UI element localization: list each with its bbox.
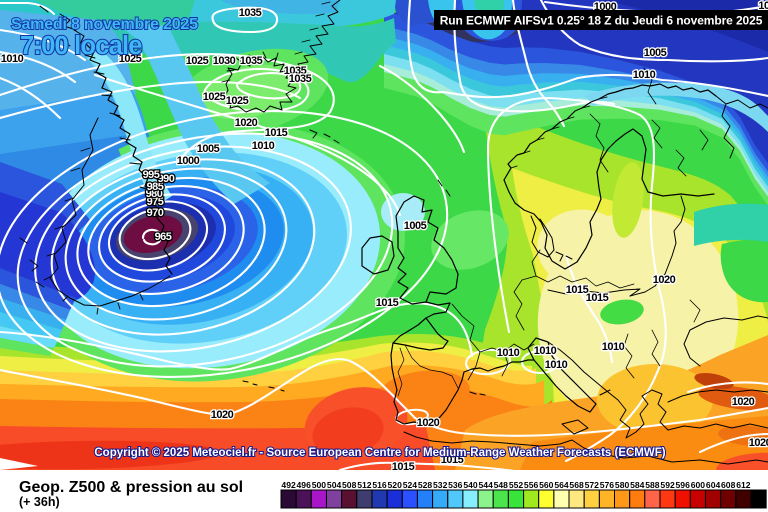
svg-text:544: 544 bbox=[479, 480, 494, 490]
svg-text:1010: 1010 bbox=[602, 341, 625, 353]
svg-text:1020: 1020 bbox=[235, 117, 258, 129]
svg-text:1015: 1015 bbox=[586, 292, 609, 304]
svg-text:Copyright © 2025 Meteociel.fr: Copyright © 2025 Meteociel.fr - Source E… bbox=[94, 447, 665, 459]
svg-text:588: 588 bbox=[645, 480, 660, 490]
svg-text:600: 600 bbox=[691, 480, 706, 490]
svg-text:524: 524 bbox=[403, 480, 418, 490]
svg-text:1035: 1035 bbox=[240, 55, 263, 67]
svg-text:540: 540 bbox=[463, 480, 478, 490]
svg-text:965: 965 bbox=[155, 231, 172, 243]
svg-text:512: 512 bbox=[357, 480, 372, 490]
svg-text:1015: 1015 bbox=[566, 284, 589, 296]
svg-text:596: 596 bbox=[676, 480, 691, 490]
svg-text:612: 612 bbox=[736, 480, 751, 490]
svg-text:508: 508 bbox=[342, 480, 357, 490]
svg-text:1005: 1005 bbox=[644, 47, 667, 59]
svg-text:1030: 1030 bbox=[213, 55, 236, 67]
svg-text:1025: 1025 bbox=[226, 95, 249, 107]
svg-text:532: 532 bbox=[433, 480, 448, 490]
svg-text:580: 580 bbox=[615, 480, 630, 490]
svg-text:1035: 1035 bbox=[289, 73, 312, 85]
svg-text:556: 556 bbox=[524, 480, 539, 490]
svg-text:516: 516 bbox=[372, 480, 387, 490]
svg-text:1020: 1020 bbox=[732, 396, 755, 408]
svg-text:592: 592 bbox=[660, 480, 675, 490]
svg-text:970: 970 bbox=[147, 207, 164, 219]
svg-text:1010: 1010 bbox=[252, 140, 275, 152]
svg-text:492: 492 bbox=[281, 480, 296, 490]
svg-text:10: 10 bbox=[758, 0, 768, 12]
svg-text:Run ECMWF AIFSv1 0.25° 18 Z du: Run ECMWF AIFSv1 0.25° 18 Z du Jeudi 6 n… bbox=[440, 14, 763, 28]
svg-text:1025: 1025 bbox=[119, 53, 142, 65]
svg-text:1010: 1010 bbox=[1, 53, 24, 65]
svg-text:980: 980 bbox=[146, 188, 163, 200]
svg-text:560: 560 bbox=[539, 480, 554, 490]
svg-text:608: 608 bbox=[721, 480, 736, 490]
svg-text:1020: 1020 bbox=[417, 417, 440, 429]
svg-text:576: 576 bbox=[600, 480, 615, 490]
svg-text:975: 975 bbox=[147, 196, 164, 208]
svg-text:1010: 1010 bbox=[633, 69, 656, 81]
svg-text:504: 504 bbox=[327, 480, 342, 490]
svg-text:1020: 1020 bbox=[211, 409, 234, 421]
svg-text:990: 990 bbox=[158, 173, 175, 185]
svg-text:500: 500 bbox=[312, 480, 327, 490]
svg-text:1000: 1000 bbox=[177, 155, 200, 167]
svg-text:1015: 1015 bbox=[392, 461, 415, 473]
svg-text:552: 552 bbox=[509, 480, 524, 490]
svg-text:7:00 locale: 7:00 locale bbox=[20, 32, 142, 60]
svg-text:572: 572 bbox=[585, 480, 600, 490]
svg-text:995: 995 bbox=[143, 169, 160, 181]
svg-text:584: 584 bbox=[630, 480, 645, 490]
svg-text:(+ 36h): (+ 36h) bbox=[19, 495, 60, 509]
svg-text:1025: 1025 bbox=[203, 91, 226, 103]
svg-text:1015: 1015 bbox=[441, 454, 464, 466]
svg-text:1005: 1005 bbox=[197, 143, 220, 155]
svg-text:496: 496 bbox=[297, 480, 312, 490]
svg-text:564: 564 bbox=[554, 480, 569, 490]
svg-text:604: 604 bbox=[706, 480, 721, 490]
svg-text:528: 528 bbox=[418, 480, 433, 490]
svg-text:1035: 1035 bbox=[239, 7, 262, 19]
svg-text:1015: 1015 bbox=[265, 127, 288, 139]
svg-text:536: 536 bbox=[448, 480, 463, 490]
svg-text:520: 520 bbox=[388, 480, 403, 490]
svg-text:1020: 1020 bbox=[653, 274, 676, 286]
svg-text:1010: 1010 bbox=[497, 347, 520, 359]
svg-text:Samedi 8 novembre 2025: Samedi 8 novembre 2025 bbox=[11, 16, 198, 33]
svg-text:1015: 1015 bbox=[376, 297, 399, 309]
svg-text:985: 985 bbox=[147, 181, 164, 193]
svg-text:1005: 1005 bbox=[404, 220, 427, 232]
svg-text:1025: 1025 bbox=[186, 55, 209, 67]
svg-text:1020: 1020 bbox=[749, 437, 768, 449]
svg-text:1035: 1035 bbox=[284, 65, 307, 77]
svg-text:1010: 1010 bbox=[545, 359, 568, 371]
svg-text:548: 548 bbox=[494, 480, 509, 490]
svg-text:568: 568 bbox=[569, 480, 584, 490]
svg-text:1010: 1010 bbox=[534, 345, 557, 357]
svg-text:Geop. Z500 & pression au sol: Geop. Z500 & pression au sol bbox=[19, 479, 243, 496]
